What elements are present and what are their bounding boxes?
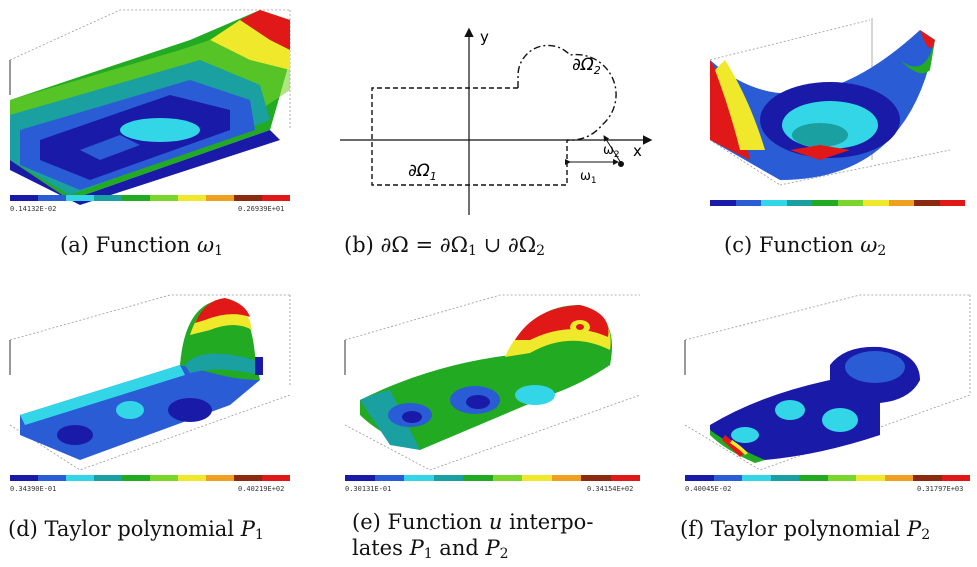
colorbar-segment xyxy=(66,195,94,201)
colorbar-c xyxy=(710,200,965,206)
colorbar-a-min: 0.14132E-02 xyxy=(10,205,57,213)
colorbar-segment xyxy=(685,475,714,481)
surface-plot-p1 xyxy=(9,294,291,471)
colorbar-segment xyxy=(884,475,913,481)
panel-d: 0.34390E-01 0.40219E+02 (d) Taylor polyn… xyxy=(0,285,310,558)
colorbar-segment xyxy=(812,200,838,206)
colorbar-segment xyxy=(941,475,970,481)
colorbar-segment xyxy=(837,200,863,206)
caption-b: (b) ∂Ω = ∂Ω1 ∪ ∂Ω2 xyxy=(344,233,546,259)
colorbar-segment xyxy=(710,200,736,206)
colorbar-segment xyxy=(404,475,434,481)
colorbar-segment xyxy=(713,475,742,481)
colorbar-segment xyxy=(463,475,493,481)
colorbar-segment xyxy=(206,475,234,481)
colorbar-segment xyxy=(10,195,38,201)
colorbar-segment xyxy=(742,475,771,481)
colorbar-f-min: 0.40045E-02 xyxy=(685,485,732,493)
panel-c: (c) Function ω2 xyxy=(680,0,977,290)
omega-2-label: ω2 xyxy=(603,143,620,160)
omega-1-label: ω1 xyxy=(580,169,597,186)
colorbar-segment xyxy=(234,195,262,201)
surface-plot-p2 xyxy=(684,294,971,471)
colorbar-segment xyxy=(374,475,404,481)
colorbar-segment xyxy=(178,475,206,481)
colorbar-segment xyxy=(345,475,375,481)
caption-e: (e) Function u interpo- lates P1 and P2 xyxy=(352,510,594,562)
colorbar-segment xyxy=(122,475,150,481)
colorbar-segment xyxy=(888,200,914,206)
colorbar-segment xyxy=(786,200,812,206)
colorbar-e xyxy=(345,475,640,481)
panel-b: y x ∂Ω1 ∂Ω2 ω1 ω2 (b) ∂Ω = ∂Ω1 ∪ ∂Ω2 xyxy=(330,0,660,290)
colorbar-d-max: 0.40219E+02 xyxy=(238,485,285,493)
colorbar-segment xyxy=(433,475,463,481)
colorbar-segment xyxy=(770,475,799,481)
colorbar-a-max: 0.26939E+01 xyxy=(238,205,285,213)
colorbar-f-max: 0.31797E+03 xyxy=(917,485,964,493)
colorbar-a xyxy=(10,195,290,201)
colorbar-segment xyxy=(94,195,122,201)
surface-plot-omega1 xyxy=(9,9,291,205)
colorbar-segment xyxy=(735,200,761,206)
colorbar-segment xyxy=(150,195,178,201)
panel-f: 0.40045E-02 0.31797E+03 (f) Taylor polyn… xyxy=(670,285,977,558)
colorbar-e-max: 0.34154E+02 xyxy=(587,485,634,493)
colorbar-segment xyxy=(827,475,856,481)
colorbar-segment xyxy=(914,200,940,206)
y-axis-label: y xyxy=(480,28,489,46)
colorbar-segment xyxy=(799,475,828,481)
colorbar-segment xyxy=(856,475,885,481)
domain-diagram: y x ∂Ω1 ∂Ω2 ω1 ω2 xyxy=(340,27,653,215)
colorbar-segment xyxy=(38,195,66,201)
colorbar-segment xyxy=(522,475,552,481)
colorbar-segment xyxy=(262,195,290,201)
colorbar-segment xyxy=(262,475,290,481)
colorbar-segment xyxy=(178,195,206,201)
boundary-1-label: ∂Ω1 xyxy=(408,161,437,183)
colorbar-segment xyxy=(206,195,234,201)
boundary-2-label: ∂Ω2 xyxy=(572,55,601,77)
colorbar-d xyxy=(10,475,290,481)
colorbar-d-min: 0.34390E-01 xyxy=(10,485,57,493)
colorbar-segment xyxy=(610,475,640,481)
colorbar-segment xyxy=(939,200,965,206)
panel-a: 0.14132E-02 0.26939E+01 (a) Function ω1 xyxy=(0,0,310,290)
colorbar-segment xyxy=(551,475,581,481)
panel-e: 0.30131E-01 0.34154E+02 (e) Function u i… xyxy=(330,285,660,562)
caption-a: (a) Function ω1 xyxy=(60,233,224,259)
colorbar-segment xyxy=(234,475,262,481)
colorbar-segment xyxy=(913,475,942,481)
colorbar-segment xyxy=(863,200,889,206)
caption-f: (f) Taylor polynomial P2 xyxy=(680,517,931,543)
colorbar-segment xyxy=(492,475,522,481)
caption-c: (c) Function ω2 xyxy=(724,233,887,259)
colorbar-segment xyxy=(10,475,38,481)
colorbar-segment xyxy=(581,475,611,481)
colorbar-segment xyxy=(38,475,66,481)
colorbar-segment xyxy=(122,195,150,201)
colorbar-e-min: 0.30131E-01 xyxy=(345,485,392,493)
surface-plot-u xyxy=(344,294,641,471)
colorbar-segment xyxy=(94,475,122,481)
x-axis-label: x xyxy=(633,142,642,160)
colorbar-segment xyxy=(66,475,94,481)
colorbar-segment xyxy=(761,200,787,206)
caption-d: (d) Taylor polynomial P1 xyxy=(8,517,264,543)
surface-plot-omega2 xyxy=(709,18,951,186)
colorbar-segment xyxy=(150,475,178,481)
colorbar-f xyxy=(685,475,970,481)
